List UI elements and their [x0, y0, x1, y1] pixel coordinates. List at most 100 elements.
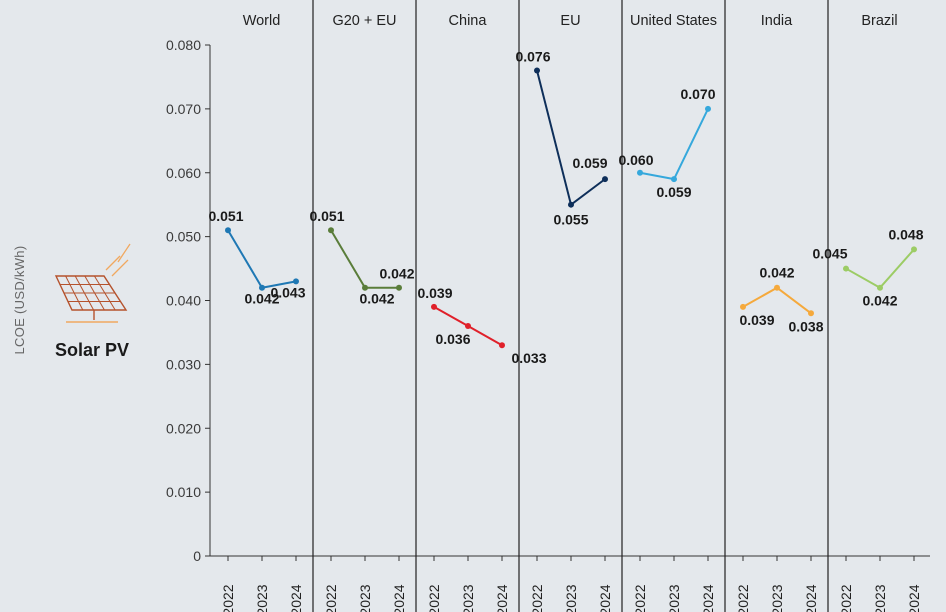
data-label: 0.038 [788, 318, 823, 334]
x-tick-label: 2022 [838, 584, 854, 612]
series-line [536, 70, 606, 207]
data-label: 0.042 [244, 291, 279, 307]
x-tick-label: 2022 [735, 584, 751, 612]
data-label: 0.042 [759, 265, 794, 281]
data-point [328, 227, 334, 234]
data-point [225, 227, 231, 234]
x-tick-label: 2024 [803, 584, 819, 612]
panel-title: World [243, 13, 281, 29]
panel-grid [74, 275, 95, 311]
y-axis: 0 0.010 0.020 0.030 0.040 0.050 0.060 0.070 0.08… [166, 37, 930, 564]
data-point [534, 67, 540, 74]
series-line [742, 286, 812, 315]
x-tick-label: 2022 [323, 584, 339, 612]
data-point [362, 284, 368, 291]
series-line [845, 248, 915, 289]
data-label: 0.051 [309, 208, 344, 224]
technology-label: Solar PV [55, 340, 129, 360]
panel-title: India [761, 13, 793, 29]
data-label: 0.076 [515, 49, 550, 65]
x-tick-label: 2023 [460, 584, 476, 612]
data-label: 0.060 [618, 152, 653, 168]
data-point [843, 265, 849, 272]
data-label: 0.042 [379, 266, 414, 282]
data-point [705, 105, 711, 112]
sun-ray [111, 259, 129, 277]
panel-title: Brazil [861, 13, 897, 29]
panel-india: India 2022 2023 2024 0.039 0.042 0.038 [735, 0, 829, 612]
data-point [396, 284, 402, 291]
y-tick-label: 0.010 [166, 484, 201, 500]
y-axis-label: LCOE (USD/kWh) [12, 246, 27, 355]
series-line [227, 229, 297, 289]
sun-ray [117, 243, 131, 263]
x-tick-label: 2023 [254, 584, 270, 612]
data-point [568, 201, 574, 208]
x-tick-label: 2024 [494, 584, 510, 612]
x-tick-label: 2023 [563, 584, 579, 612]
data-point [671, 176, 677, 183]
data-point [465, 323, 471, 330]
series-line [639, 108, 709, 181]
data-label: 0.042 [862, 293, 897, 309]
y-tick-label: 0.070 [166, 101, 201, 117]
solar-panel-icon [54, 243, 131, 323]
data-point [637, 169, 643, 176]
data-point [808, 310, 814, 317]
data-point [877, 284, 883, 291]
panel-grid [65, 275, 84, 311]
data-point [499, 342, 505, 349]
panel-title: G20 + EU [332, 13, 396, 29]
x-tick-label: 2022 [529, 584, 545, 612]
x-tick-label: 2024 [597, 584, 613, 612]
data-point [911, 246, 917, 253]
x-tick-label: 2022 [632, 584, 648, 612]
data-point [293, 278, 299, 285]
panel-title: EU [560, 13, 580, 29]
panel-china: China 2022 2023 2024 0.039 0.036 0.033 [417, 0, 547, 612]
x-tick-label: 2024 [700, 584, 716, 612]
data-point [774, 284, 780, 291]
y-tick-label: 0.030 [166, 356, 201, 372]
y-tick-label: 0.020 [166, 420, 201, 436]
x-tick-label: 2023 [666, 584, 682, 612]
y-tick-label: 0.050 [166, 229, 201, 245]
data-label: 0.051 [208, 208, 243, 224]
data-label: 0.039 [417, 285, 452, 301]
data-label: 0.048 [888, 226, 923, 242]
panel-title: China [449, 13, 488, 29]
y-tick-label: 0.080 [166, 37, 201, 53]
x-tick-label: 2024 [906, 584, 922, 612]
data-label: 0.059 [656, 184, 691, 200]
panel-grid [84, 275, 105, 311]
panel-eu: EU 2022 2023 2024 0.076 0.055 0.059 [515, 0, 623, 612]
data-label: 0.033 [511, 350, 546, 366]
data-point [740, 303, 746, 310]
y-tick-label: 0.060 [166, 165, 201, 181]
data-point [259, 284, 265, 291]
sun-ray [105, 255, 121, 271]
x-tick-label: 2022 [426, 584, 442, 612]
data-label: 0.070 [680, 86, 715, 102]
data-label: 0.036 [435, 331, 470, 347]
x-tick-label: 2023 [872, 584, 888, 612]
x-tick-label: 2022 [220, 584, 236, 612]
panel-g20-eu: G20 + EU 2022 2023 2024 0.051 0.042 0.042 [309, 0, 417, 612]
data-label: 0.043 [270, 284, 305, 300]
data-label: 0.042 [359, 291, 394, 307]
panel-frame [54, 275, 128, 311]
data-label: 0.059 [572, 155, 607, 171]
x-tick-label: 2024 [391, 584, 407, 612]
data-point [431, 303, 437, 310]
y-tick-label: 0.040 [166, 293, 201, 309]
x-tick-label: 2023 [357, 584, 373, 612]
data-point [602, 176, 608, 183]
y-tick-label: 0 [193, 548, 201, 564]
x-tick-label: 2024 [288, 584, 304, 612]
panel-grid [93, 275, 116, 311]
data-label: 0.039 [739, 312, 774, 328]
